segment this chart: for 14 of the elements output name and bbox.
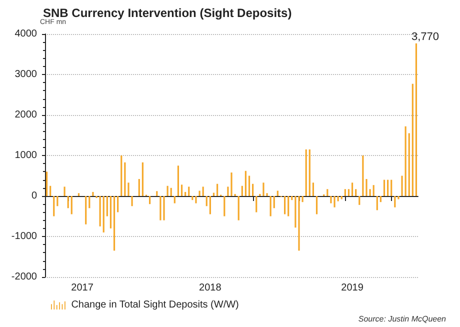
legend-label: Change in Total Sight Deposits (W/W) xyxy=(71,300,239,310)
y-tick-label: 3000 xyxy=(14,69,38,80)
y-tick-label: 2000 xyxy=(14,110,38,120)
source-note: Source: Justin McQueen xyxy=(358,314,447,324)
y-tick-label: 1000 xyxy=(14,150,38,161)
y-tick-label: 0 xyxy=(31,190,38,202)
data-label: 3,770 xyxy=(411,30,439,43)
y-tick-label: -2000 xyxy=(11,272,38,282)
y-tick-label: -1000 xyxy=(11,231,38,242)
x-tick-label: 2018 xyxy=(199,282,222,294)
x-tick-label: 2017 xyxy=(71,282,94,294)
x-tick-label: 2019 xyxy=(341,282,364,294)
y-tick-label: 4000 xyxy=(14,28,38,40)
chart-title: SNB Currency Intervention (Sight Deposits) xyxy=(43,6,292,20)
